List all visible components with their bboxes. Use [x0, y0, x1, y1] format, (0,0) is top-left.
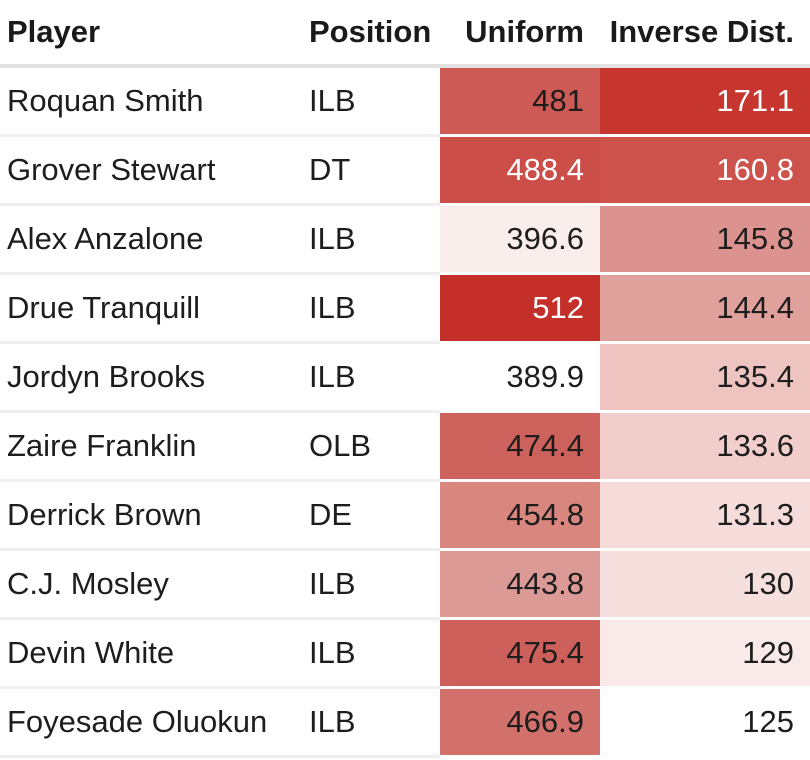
- uniform-value-cell: 488.4: [440, 137, 600, 206]
- col-header-position: Position: [302, 0, 440, 68]
- player-name-cell: Jordyn Brooks: [0, 344, 302, 413]
- uniform-value-cell: 475.4: [440, 620, 600, 689]
- table-row: Foyesade Oluokun ILB 466.9 125: [0, 689, 810, 758]
- position-cell: ILB: [302, 206, 440, 275]
- inverse-dist-value-cell: 125: [600, 689, 810, 758]
- player-name-cell: Foyesade Oluokun: [0, 689, 302, 758]
- position-cell: ILB: [302, 344, 440, 413]
- position-cell: ILB: [302, 620, 440, 689]
- inverse-dist-value-cell: 144.4: [600, 275, 810, 344]
- player-name-cell: Drue Tranquill: [0, 275, 302, 344]
- col-header-player: Player: [0, 0, 302, 68]
- player-name-cell: Roquan Smith: [0, 68, 302, 137]
- inverse-dist-value-cell: 160.8: [600, 137, 810, 206]
- position-cell: DE: [302, 482, 440, 551]
- uniform-value-cell: 389.9: [440, 344, 600, 413]
- position-cell: OLB: [302, 413, 440, 482]
- inverse-dist-value-cell: 145.8: [600, 206, 810, 275]
- position-cell: ILB: [302, 551, 440, 620]
- inverse-dist-value-cell: 129: [600, 620, 810, 689]
- player-name-cell: Grover Stewart: [0, 137, 302, 206]
- table-row: Drue Tranquill ILB 512 144.4: [0, 275, 810, 344]
- table-row: Grover Stewart DT 488.4 160.8: [0, 137, 810, 206]
- table-row: Derrick Brown DE 454.8 131.3: [0, 482, 810, 551]
- uniform-value-cell: 474.4: [440, 413, 600, 482]
- position-cell: ILB: [302, 275, 440, 344]
- uniform-value-cell: 466.9: [440, 689, 600, 758]
- uniform-value-cell: 396.6: [440, 206, 600, 275]
- inverse-dist-value-cell: 133.6: [600, 413, 810, 482]
- table-row: Devin White ILB 475.4 129: [0, 620, 810, 689]
- table-row: Jordyn Brooks ILB 389.9 135.4: [0, 344, 810, 413]
- table-row: Zaire Franklin OLB 474.4 133.6: [0, 413, 810, 482]
- inverse-dist-value-cell: 130: [600, 551, 810, 620]
- inverse-dist-value-cell: 171.1: [600, 68, 810, 137]
- position-cell: ILB: [302, 689, 440, 758]
- table-body: Roquan Smith ILB 481 171.1 Grover Stewar…: [0, 68, 810, 758]
- uniform-value-cell: 512: [440, 275, 600, 344]
- uniform-value-cell: 481: [440, 68, 600, 137]
- player-name-cell: Zaire Franklin: [0, 413, 302, 482]
- player-name-cell: Derrick Brown: [0, 482, 302, 551]
- position-cell: DT: [302, 137, 440, 206]
- inverse-dist-value-cell: 135.4: [600, 344, 810, 413]
- uniform-value-cell: 443.8: [440, 551, 600, 620]
- table-row: Alex Anzalone ILB 396.6 145.8: [0, 206, 810, 275]
- col-header-uniform: Uniform: [440, 0, 600, 68]
- inverse-dist-value-cell: 131.3: [600, 482, 810, 551]
- table-row: Roquan Smith ILB 481 171.1: [0, 68, 810, 137]
- col-header-inverse-dist: Inverse Dist.: [600, 0, 810, 68]
- uniform-value-cell: 454.8: [440, 482, 600, 551]
- table-header: Player Position Uniform Inverse Dist.: [0, 0, 810, 68]
- player-name-cell: Alex Anzalone: [0, 206, 302, 275]
- position-cell: ILB: [302, 68, 440, 137]
- player-name-cell: Devin White: [0, 620, 302, 689]
- table-row: C.J. Mosley ILB 443.8 130: [0, 551, 810, 620]
- player-name-cell: C.J. Mosley: [0, 551, 302, 620]
- header-row: Player Position Uniform Inverse Dist.: [0, 0, 810, 68]
